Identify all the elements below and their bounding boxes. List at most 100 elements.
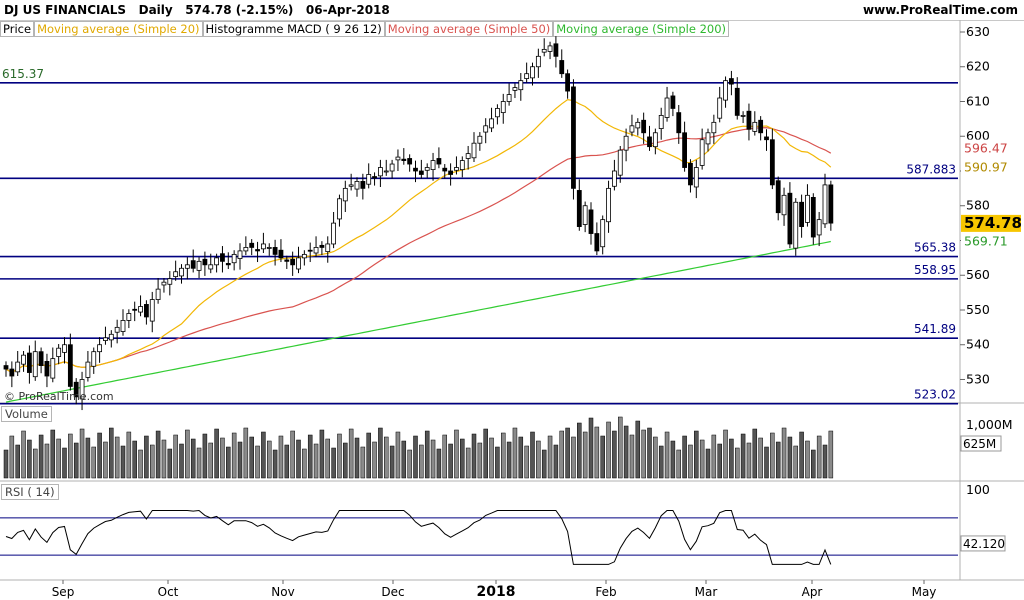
candle-body: [752, 121, 758, 132]
volume-bar: [296, 439, 301, 479]
volume-bar: [495, 446, 500, 479]
rsi-panel-label: RSI ( 14): [1, 484, 59, 500]
candle-body: [377, 167, 383, 177]
volume-bar: [489, 437, 494, 479]
volume-bar: [249, 436, 254, 479]
site-link[interactable]: www.ProRealTime.com: [863, 3, 1018, 17]
volume-bar: [764, 446, 769, 479]
volume-bar: [50, 429, 56, 479]
x-tick-label: Apr: [802, 585, 823, 599]
indicator-legend: Price Moving average (Simple 20) Histogram…: [0, 21, 730, 38]
candle-body: [260, 243, 266, 250]
candle-body: [494, 108, 500, 118]
volume-bar: [694, 430, 699, 479]
volume-bar: [448, 443, 453, 479]
volume-bar: [3, 449, 9, 479]
candle-body: [360, 181, 366, 189]
last-price: 574.78: [185, 3, 232, 17]
candle-body: [565, 73, 570, 92]
candle-body: [418, 170, 424, 175]
volume-bar: [530, 431, 535, 479]
volume-bar: [565, 427, 570, 479]
volume-bar: [688, 444, 693, 479]
legend-macd[interactable]: Histogramme MACD ( 9 26 12): [202, 21, 385, 37]
candle-body: [535, 55, 541, 68]
candle-body: [459, 160, 465, 171]
candle-body: [617, 149, 623, 176]
volume-bar: [173, 434, 178, 479]
legend-ma200[interactable]: Moving average (Simple 200): [553, 21, 730, 37]
candle-body: [588, 209, 594, 234]
candle-body: [547, 45, 553, 52]
volume-bar: [571, 436, 576, 479]
volume-bar: [430, 439, 436, 479]
ma50-line: [5, 127, 832, 374]
candle-body: [167, 278, 173, 285]
volume-bar: [284, 444, 290, 479]
y-tick-label: 550: [966, 302, 990, 317]
volume-bar: [793, 445, 798, 479]
candle-body: [810, 197, 816, 238]
candle-body: [676, 112, 682, 134]
volume-bar: [413, 435, 418, 479]
volume-bar: [664, 431, 670, 479]
volume-bar: [267, 440, 272, 479]
legend-ma20[interactable]: Moving average (Simple 20): [34, 21, 203, 37]
volume-bar: [331, 447, 336, 479]
ma20-line: [5, 98, 832, 374]
volume-bar: [512, 427, 518, 479]
candle-body: [62, 344, 67, 353]
y-tick-label: 570: [966, 232, 990, 247]
candle-body: [354, 181, 360, 190]
volume-bar: [670, 440, 676, 479]
period-label: Daily: [138, 3, 173, 17]
rsi-tick-label: 100: [966, 482, 990, 497]
candle-body: [143, 304, 149, 318]
volume-bar: [185, 429, 190, 479]
volume-bar: [424, 430, 430, 479]
volume-bar: [307, 434, 313, 479]
candle-body: [489, 118, 494, 129]
volume-bar: [518, 436, 524, 479]
volume-bar: [705, 448, 711, 479]
level-label: 587.883: [906, 162, 956, 176]
candle-body: [284, 259, 290, 262]
volume-bar: [828, 430, 834, 479]
volume-bar: [91, 446, 96, 479]
legend-ma50[interactable]: Moving average (Simple 50): [384, 21, 554, 37]
candle-body: [21, 354, 26, 365]
candle-body: [190, 260, 196, 269]
candle-body: [237, 250, 243, 259]
volume-bar: [325, 438, 330, 479]
candle-body: [395, 156, 401, 161]
y-tick-label: 600: [966, 128, 990, 143]
candle-body: [319, 244, 325, 248]
candle-body: [553, 43, 559, 57]
volume-bar: [752, 428, 758, 479]
volume-bar: [15, 444, 20, 479]
candle-body: [9, 368, 15, 377]
x-tick-label: May: [912, 585, 937, 599]
volume-bar: [477, 442, 483, 479]
volume-bar: [524, 445, 529, 479]
volume-bar: [758, 437, 763, 479]
level-label: 558.95: [914, 263, 956, 277]
ma50-last-value-bg: [961, 139, 1021, 157]
legend-price[interactable]: Price: [0, 21, 35, 37]
volume-bar: [419, 444, 424, 479]
candle-body: [249, 242, 255, 248]
level-label: 615.37: [2, 67, 44, 81]
candle-body: [781, 194, 787, 216]
volume-bar: [676, 449, 681, 479]
candle-body: [688, 162, 693, 186]
candle-body: [729, 78, 734, 85]
volume-bar: [541, 449, 547, 479]
candle-body: [623, 135, 629, 151]
volume-bar: [109, 427, 114, 479]
y-tick-label: 590: [966, 163, 990, 178]
candle-body: [594, 233, 600, 252]
volume-bar: [746, 442, 752, 479]
x-tick-label: Nov: [271, 585, 294, 599]
candle-body: [255, 249, 260, 252]
